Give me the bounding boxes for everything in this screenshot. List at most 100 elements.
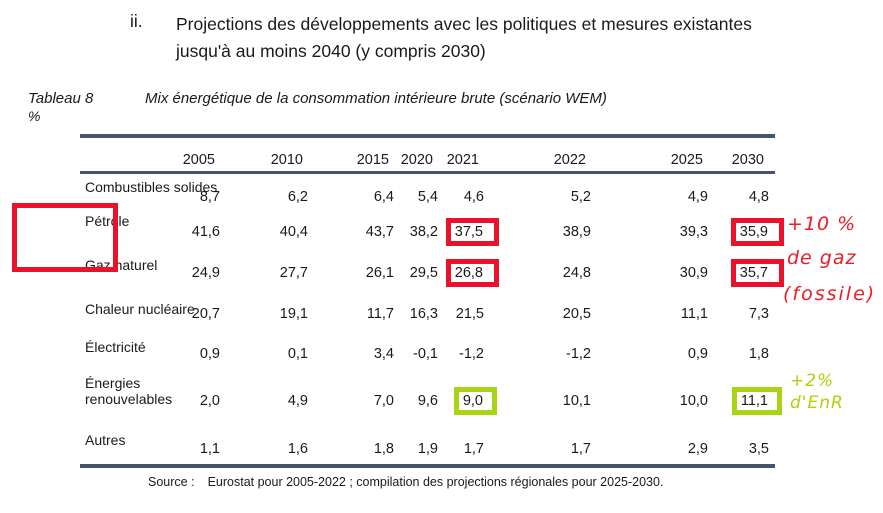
annotation-gas-line3: (fossile) <box>783 283 877 305</box>
year-header: 2021 <box>446 152 479 168</box>
data-cell: 1,7 <box>463 441 484 457</box>
source-label: Source : <box>148 475 195 489</box>
data-cell: 37,5 <box>438 218 499 246</box>
row-label: Combustibles solides <box>85 179 218 195</box>
table-caption-title: Mix énergétique de la consommation intér… <box>145 90 607 107</box>
highlight-box-red: 35,7 <box>730 259 784 287</box>
table-row: Électricité 0,9 0,1 3,4 -0,1 -1,2 -1,2 0… <box>80 334 775 372</box>
data-cell: 11,1 <box>680 306 708 322</box>
row-label: Énergies renouvelables <box>85 375 173 407</box>
row-label: Électricité <box>85 339 146 355</box>
data-cell: 6,2 <box>287 189 308 205</box>
data-cell: 5,2 <box>570 189 591 205</box>
data-cell: 1,8 <box>373 441 394 457</box>
data-cell: 20,5 <box>562 306 591 322</box>
data-cell: 21,5 <box>455 306 484 322</box>
row-values: 20,7 19,1 11,7 16,3 21,5 20,5 11,1 7,3 <box>80 296 775 322</box>
table-row: Combustibles solides 8,7 6,2 6,4 5,4 4,6… <box>80 174 775 208</box>
data-cell: 0,1 <box>287 346 308 362</box>
data-cell: 30,9 <box>679 265 708 281</box>
row-label: Chaleur nucléaire <box>85 301 195 317</box>
data-cell: 7,3 <box>748 306 769 322</box>
data-cell: 24,9 <box>191 265 220 281</box>
highlight-box-red: 37,5 <box>445 218 499 246</box>
data-cell: 4,9 <box>287 393 308 409</box>
year-header: 2020 <box>400 152 433 168</box>
data-cell: 1,6 <box>287 441 308 457</box>
data-cell: 43,7 <box>365 224 394 240</box>
table-bottom-rule <box>80 464 775 468</box>
source-line: Source : Eurostat pour 2005-2022 ; compi… <box>148 475 663 489</box>
data-cell: 11,1 <box>708 387 782 415</box>
year-header: 2022 <box>553 152 586 168</box>
source-text: Eurostat pour 2005-2022 ; compilation de… <box>207 475 664 489</box>
data-cell: 29,5 <box>409 265 438 281</box>
data-cell: 38,9 <box>562 224 591 240</box>
data-cell: 4,8 <box>748 189 769 205</box>
table-header-row: 2005 2010 2015 2020 2021 2022 2025 2030 <box>80 138 775 174</box>
data-cell: 4,9 <box>687 189 708 205</box>
heading-numeral: ii. <box>130 11 143 31</box>
row-values: 0,9 0,1 3,4 -0,1 -1,2 -1,2 0,9 1,8 <box>80 334 775 362</box>
data-cell: 27,7 <box>279 265 308 281</box>
data-cell: -1,2 <box>566 346 591 362</box>
data-cell: -0,1 <box>413 346 438 362</box>
annotation-gas-line2: de gaz <box>787 247 857 269</box>
data-cell: 2,0 <box>199 393 220 409</box>
table-row: Énergies renouvelables 2,0 4,9 7,0 9,6 9… <box>80 372 782 427</box>
data-cell: 3,4 <box>373 346 394 362</box>
row-values: 8,7 6,2 6,4 5,4 4,6 5,2 4,9 4,8 <box>80 174 775 205</box>
data-cell: 4,6 <box>463 189 484 205</box>
data-cell: 19,1 <box>279 306 308 322</box>
highlight-box-green: 11,1 <box>731 387 782 415</box>
data-cell: 1,7 <box>570 441 591 457</box>
data-cell: 9,0 <box>438 387 497 415</box>
year-header: 2010 <box>270 152 303 168</box>
data-cell: 41,6 <box>191 224 220 240</box>
table-row: Chaleur nucléaire 20,7 19,1 11,7 16,3 21… <box>80 296 775 334</box>
data-cell: 10,1 <box>562 393 591 409</box>
table-row: Pétrole 41,6 40,4 43,7 38,2 37,5 38,9 39… <box>80 208 784 252</box>
annotation-gas-line1: +10 % <box>787 213 857 235</box>
data-cell: -1,2 <box>459 346 484 362</box>
year-header: 2030 <box>731 152 764 168</box>
row-values: 41,6 40,4 43,7 38,2 37,5 38,9 39,3 35,9 <box>80 208 784 246</box>
data-cell: 26,8 <box>438 259 499 287</box>
data-cell: 0,9 <box>199 346 220 362</box>
data-cell: 2,9 <box>687 441 708 457</box>
row-values: 2,0 4,9 7,0 9,6 9,0 10,1 10,0 11,1 <box>80 372 782 415</box>
data-cell: 5,4 <box>417 189 438 205</box>
highlight-box-green: 9,0 <box>453 387 497 415</box>
row-values: 24,9 27,7 26,1 29,5 26,8 24,8 30,9 35,7 <box>80 252 784 287</box>
highlight-box-red: 26,8 <box>445 259 499 287</box>
heading-text: Projections des développements avec les … <box>176 11 796 65</box>
table-unit-label: % <box>28 108 41 124</box>
data-cell: 1,9 <box>417 441 438 457</box>
data-cell: 3,5 <box>748 441 769 457</box>
data-cell: 9,6 <box>417 393 438 409</box>
row-values: 1,1 1,6 1,8 1,9 1,7 1,7 2,9 3,5 <box>80 427 775 457</box>
data-cell: 26,1 <box>365 265 394 281</box>
data-cell: 38,2 <box>409 224 438 240</box>
annotation-enr-line2: d'EnR <box>790 393 844 413</box>
year-header: 2005 <box>182 152 215 168</box>
year-header: 2025 <box>670 152 703 168</box>
data-cell: 20,7 <box>191 306 220 322</box>
annotation-enr-line1: +2% <box>790 371 835 391</box>
data-cell: 39,3 <box>679 224 708 240</box>
heading-line1: Projections des développements avec les … <box>176 14 752 34</box>
row-label: Autres <box>85 432 126 448</box>
data-cell: 1,8 <box>748 346 769 362</box>
data-cell: 8,7 <box>199 189 220 205</box>
label-highlight-box-red <box>12 203 118 272</box>
table-row: Autres 1,1 1,6 1,8 1,9 1,7 1,7 2,9 3,5 <box>80 427 775 464</box>
data-table: 2005 2010 2015 2020 2021 2022 2025 2030 … <box>80 134 784 468</box>
data-cell: 7,0 <box>373 393 394 409</box>
table-caption-label: Tableau 8 <box>28 90 94 107</box>
data-cell: 35,9 <box>708 218 784 246</box>
year-header: 2015 <box>356 152 389 168</box>
data-cell: 10,0 <box>679 393 708 409</box>
data-cell: 40,4 <box>279 224 308 240</box>
data-cell: 35,7 <box>708 259 784 287</box>
